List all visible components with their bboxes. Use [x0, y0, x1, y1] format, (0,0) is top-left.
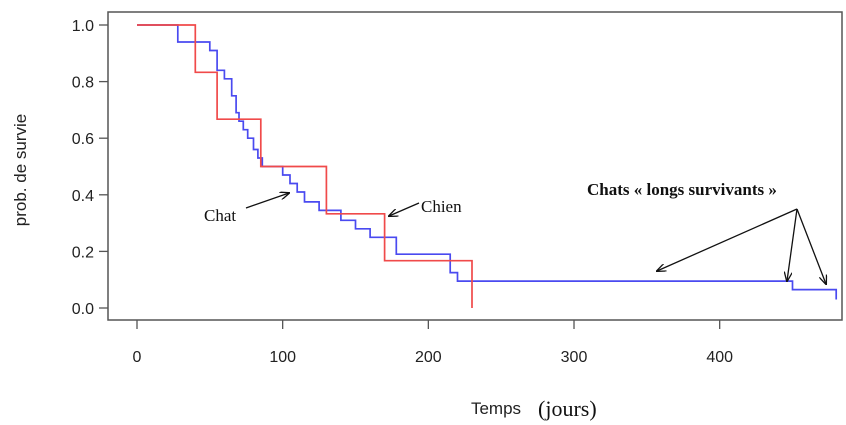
annotation-chien: Chien — [389, 197, 462, 216]
x-axis-label: Temps — [471, 399, 521, 418]
y-tick-label: 0.8 — [72, 75, 94, 92]
annotation-chat-arrow — [245, 193, 289, 209]
y-axis: 0.0 0.2 0.4 0.6 0.8 1.0 — [72, 18, 108, 318]
annotation-longs-arrow-1 — [657, 208, 798, 271]
annotation-longs-arrow-2 — [787, 208, 798, 281]
x-tick-label: 200 — [415, 349, 442, 366]
y-tick-label: 1.0 — [72, 18, 94, 35]
series-layer — [137, 24, 838, 308]
series-line-chat — [137, 24, 838, 300]
x-axis: 0 100 200 300 400 — [133, 320, 733, 366]
y-tick-label: 0.6 — [72, 131, 94, 148]
x-tick-label: 400 — [706, 349, 733, 366]
annotation-longs-survivants: Chats « longs survivants » — [587, 180, 826, 284]
x-tick-label: 0 — [133, 349, 142, 366]
annotation-chat-label: Chat — [204, 206, 236, 225]
y-tick-label: 0.2 — [72, 244, 94, 261]
y-tick-label: 0.0 — [72, 301, 94, 318]
x-tick-label: 100 — [269, 349, 296, 366]
y-tick-label: 0.4 — [72, 188, 94, 205]
series-line-chien — [137, 24, 473, 308]
x-axis-unit-label: (jours) — [538, 396, 597, 421]
annotation-chat: Chat — [204, 193, 289, 225]
annotation-chien-arrow — [389, 202, 420, 216]
plot-frame — [107, 11, 843, 321]
x-tick-label: 300 — [561, 349, 588, 366]
annotation-longs-label: Chats « longs survivants » — [587, 180, 777, 199]
annotation-longs-arrow-3 — [796, 208, 826, 284]
y-axis-label: prob. de survie — [11, 114, 30, 226]
annotation-chien-label: Chien — [421, 197, 462, 216]
